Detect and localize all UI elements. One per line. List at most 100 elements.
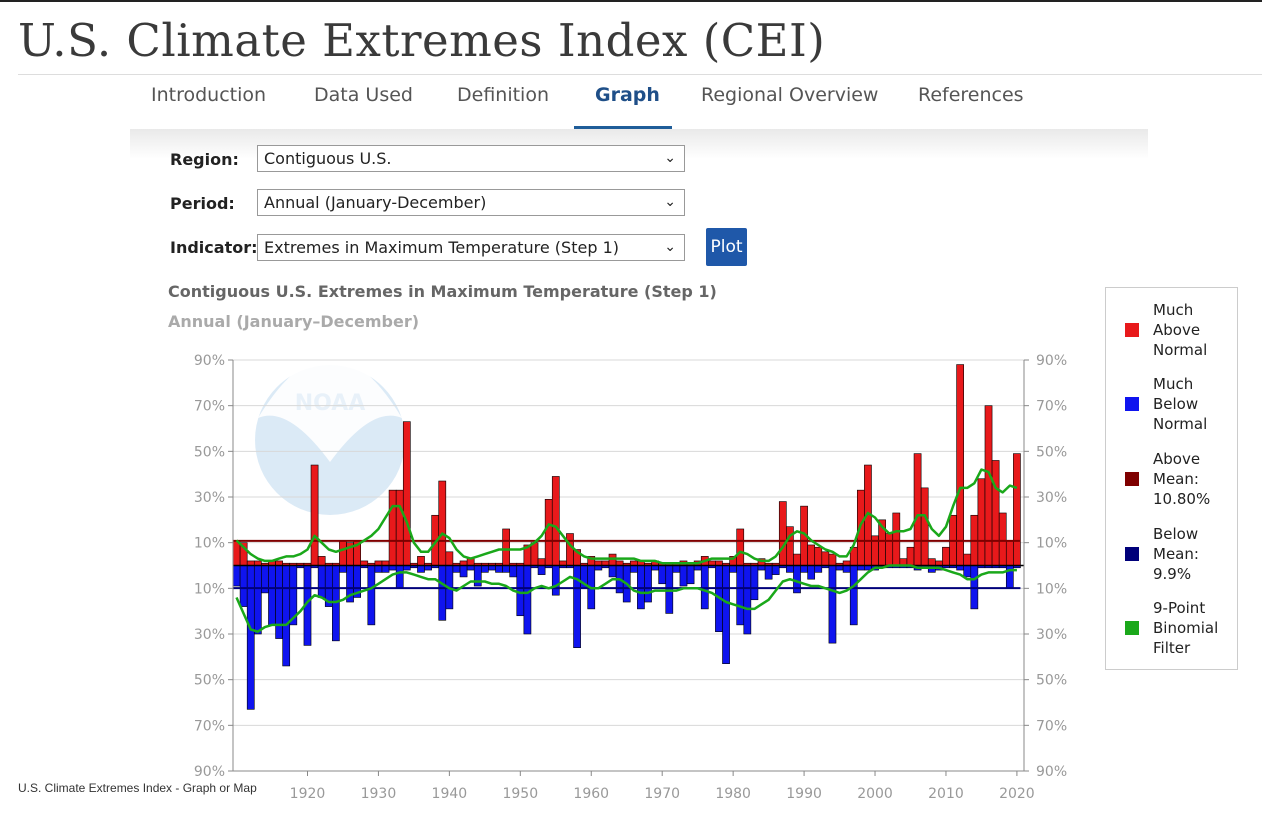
bar-above-1989 <box>793 553 801 566</box>
bar-below-1997 <box>849 565 858 626</box>
bar-below-1930 <box>374 565 383 573</box>
x-tick-label: 1930 <box>361 786 397 802</box>
bar-above-1934 <box>402 421 411 566</box>
bar-below-1910 <box>232 565 241 587</box>
filter-line-above <box>235 468 1018 565</box>
y-tick-label-right: 10% <box>1036 536 1067 552</box>
indicator-select-value: Extremes in Maximum Temperature (Step 1) <box>264 238 619 257</box>
tab-introduction[interactable]: Introduction <box>151 84 267 106</box>
bar-below-1953 <box>537 565 546 575</box>
bar-above-1952 <box>530 542 539 566</box>
tab-bar: Introduction Data Used Definition Graph … <box>130 78 1148 130</box>
bar-above-2015 <box>977 478 986 566</box>
bar-above-1932 <box>388 489 397 566</box>
bar-below-1950 <box>516 565 525 617</box>
y-tick-label-left: 50% <box>194 444 225 460</box>
bar-above-1939 <box>438 480 447 566</box>
y-tick-label-left: 10% <box>194 581 225 597</box>
bar-above-1987 <box>778 501 787 566</box>
tab-references[interactable]: References <box>918 84 1024 106</box>
bar-below-1994 <box>828 565 837 644</box>
bar-below-1996 <box>842 565 851 573</box>
bar-below-1912 <box>246 565 255 710</box>
period-label: Period: <box>170 194 235 213</box>
image-caption: U.S. Climate Extremes Index - Graph or M… <box>18 781 257 795</box>
bar-below-1972 <box>672 565 681 573</box>
region-select-value: Contiguous U.S. <box>264 149 392 168</box>
bar-above-1948 <box>502 528 510 566</box>
tab-regional-overview[interactable]: Regional Overview <box>701 84 879 106</box>
bar-above-1981 <box>736 528 745 566</box>
bar-below-1936 <box>417 565 425 573</box>
bar-above-1940 <box>445 551 454 566</box>
page-title: U.S. Climate Extremes Index (CEI) <box>18 14 826 67</box>
title-divider <box>18 74 1262 75</box>
y-tick-label-right: 70% <box>1036 718 1067 734</box>
x-tick-label: 1970 <box>644 786 680 802</box>
bar-above-1925 <box>339 540 347 566</box>
watermark-text: NOAA <box>295 391 366 416</box>
bar-above-2006 <box>913 453 922 566</box>
y-tick-label-left: 10% <box>194 536 225 552</box>
region-select[interactable]: Contiguous U.S. ⌄ <box>257 145 685 172</box>
bar-below-1911 <box>239 565 248 607</box>
y-tick-label-left: 90% <box>194 764 225 780</box>
bar-above-1955 <box>551 476 560 566</box>
bar-below-1933 <box>395 565 404 589</box>
x-tick-label: 1940 <box>432 786 468 802</box>
y-tick-label-left: 90% <box>194 353 225 369</box>
bar-below-1945 <box>480 565 489 573</box>
bar-above-2008 <box>927 558 936 566</box>
bar-below-1990 <box>800 565 808 573</box>
bar-below-1944 <box>473 565 482 587</box>
legend-swatch-filter <box>1125 621 1139 635</box>
y-tick-label-right: 90% <box>1036 764 1067 780</box>
bar-below-1983 <box>750 565 759 601</box>
bar-below-1931 <box>381 565 390 573</box>
bar-below-1917 <box>282 565 291 667</box>
bar-below-2013 <box>963 565 972 578</box>
bar-below-1948 <box>502 565 510 573</box>
legend-swatch-below-mean <box>1125 547 1139 561</box>
tab-graph[interactable]: Graph <box>595 84 660 106</box>
bar-below-1985 <box>764 565 773 580</box>
bar-below-1973 <box>679 565 688 587</box>
bar-above-2007 <box>920 487 929 566</box>
bar-below-1980 <box>729 565 737 573</box>
bar-below-1925 <box>339 565 347 573</box>
bar-above-1993 <box>821 551 830 566</box>
y-tick-label-left: 30% <box>194 490 225 506</box>
y-tick-label-left: 70% <box>194 399 225 415</box>
bar-above-2017 <box>991 460 1000 566</box>
tab-data-used[interactable]: Data Used <box>314 84 413 106</box>
x-tick-label: 2020 <box>999 786 1035 802</box>
y-tick-label-left: 30% <box>194 627 225 643</box>
period-select[interactable]: Annual (January-December) ⌄ <box>257 189 685 216</box>
bar-above-1954 <box>544 498 553 566</box>
bar-above-2012 <box>956 364 964 566</box>
plot-button[interactable]: Plot <box>706 228 747 266</box>
bar-above-2019 <box>1005 540 1014 566</box>
bar-below-1916 <box>275 565 283 639</box>
legend-swatch-much-above <box>1125 323 1139 337</box>
bar-below-1915 <box>268 565 276 626</box>
active-tab-indicator <box>574 126 672 129</box>
bar-below-1939 <box>438 565 447 621</box>
bar-below-1992 <box>814 565 823 573</box>
bar-below-1979 <box>722 565 730 664</box>
indicator-select[interactable]: Extremes in Maximum Temperature (Step 1)… <box>257 234 685 261</box>
tab-definition[interactable]: Definition <box>457 84 550 106</box>
bar-above-1921 <box>310 464 319 566</box>
y-tick-label-right: 90% <box>1036 353 1067 369</box>
bar-above-1992 <box>814 546 823 566</box>
y-tick-label-right: 70% <box>1036 399 1067 415</box>
bar-below-1986 <box>771 565 780 575</box>
bar-below-1974 <box>686 565 695 585</box>
indicator-label: Indicator: <box>170 238 258 257</box>
bar-above-2003 <box>892 512 901 566</box>
bar-below-1951 <box>523 565 532 635</box>
y-tick-label-right: 30% <box>1036 627 1067 643</box>
bar-below-1966 <box>629 565 638 573</box>
chevron-down-icon: ⌄ <box>664 239 676 255</box>
